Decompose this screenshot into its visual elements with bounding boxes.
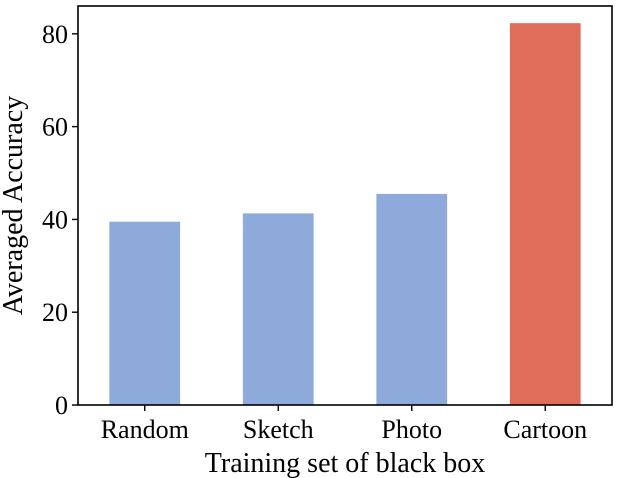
- y-tick-label: 60: [42, 113, 68, 142]
- bar-random: [109, 221, 181, 405]
- bars-group: [109, 23, 581, 405]
- plot-frame: [77, 5, 613, 406]
- x-axis-ticks: Random Sketch Photo Cartoon: [101, 405, 587, 444]
- y-axis-ticks: 0 20 40 60 80: [42, 20, 78, 420]
- y-tick-label: 20: [42, 298, 68, 327]
- bar-cartoon: [509, 23, 581, 405]
- y-axis-label: Averaged Accuracy: [0, 96, 29, 315]
- bar-photo: [376, 193, 448, 405]
- x-tick-label-photo: Photo: [381, 415, 442, 444]
- x-tick-label-sketch: Sketch: [243, 415, 314, 444]
- y-tick-label: 0: [55, 391, 68, 420]
- y-tick-label: 80: [42, 20, 68, 49]
- y-tick-label: 40: [42, 205, 68, 234]
- x-tick-label-cartoon: Cartoon: [503, 415, 587, 444]
- x-axis-label: Training set of black box: [205, 448, 486, 478]
- x-tick-label-random: Random: [101, 415, 189, 444]
- bar-sketch: [242, 213, 314, 405]
